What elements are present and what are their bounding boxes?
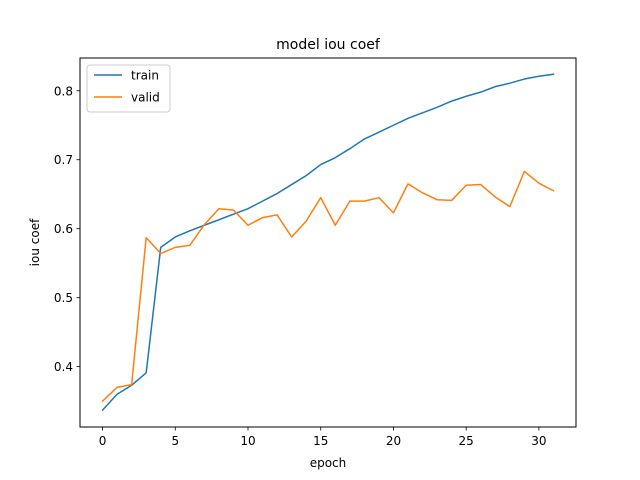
series-line-valid (101, 170, 555, 403)
y-tick-label: 0.4 (54, 360, 73, 374)
y-tick-label: 0.6 (54, 222, 73, 236)
x-tick-label: 10 (240, 434, 255, 448)
x-tick-label: 5 (171, 434, 179, 448)
legend-label-valid: valid (131, 91, 160, 105)
legend-box (86, 64, 171, 113)
chart-title: model iou coef (276, 37, 381, 53)
legend-label-train: train (131, 69, 159, 83)
series-line-train (101, 73, 555, 412)
x-tick-label: 0 (99, 434, 107, 448)
y-axis: 0.4 0.5 0.6 0.7 0.8 (54, 84, 80, 374)
x-tick-label: 30 (531, 434, 546, 448)
plot-frame (79, 57, 577, 428)
y-tick-label: 0.7 (54, 153, 73, 167)
x-tick-label: 20 (386, 434, 401, 448)
x-axis-title: epoch (310, 456, 347, 470)
x-tick-label: 25 (459, 434, 474, 448)
legend: train valid (86, 64, 171, 113)
series-layer (101, 73, 555, 412)
y-axis-title: iou coef (28, 218, 42, 266)
x-axis: 0 5 10 15 20 25 30 (99, 427, 547, 448)
y-tick-label: 0.8 (54, 84, 73, 98)
x-tick-label: 15 (313, 434, 328, 448)
y-tick-label: 0.5 (54, 291, 73, 305)
